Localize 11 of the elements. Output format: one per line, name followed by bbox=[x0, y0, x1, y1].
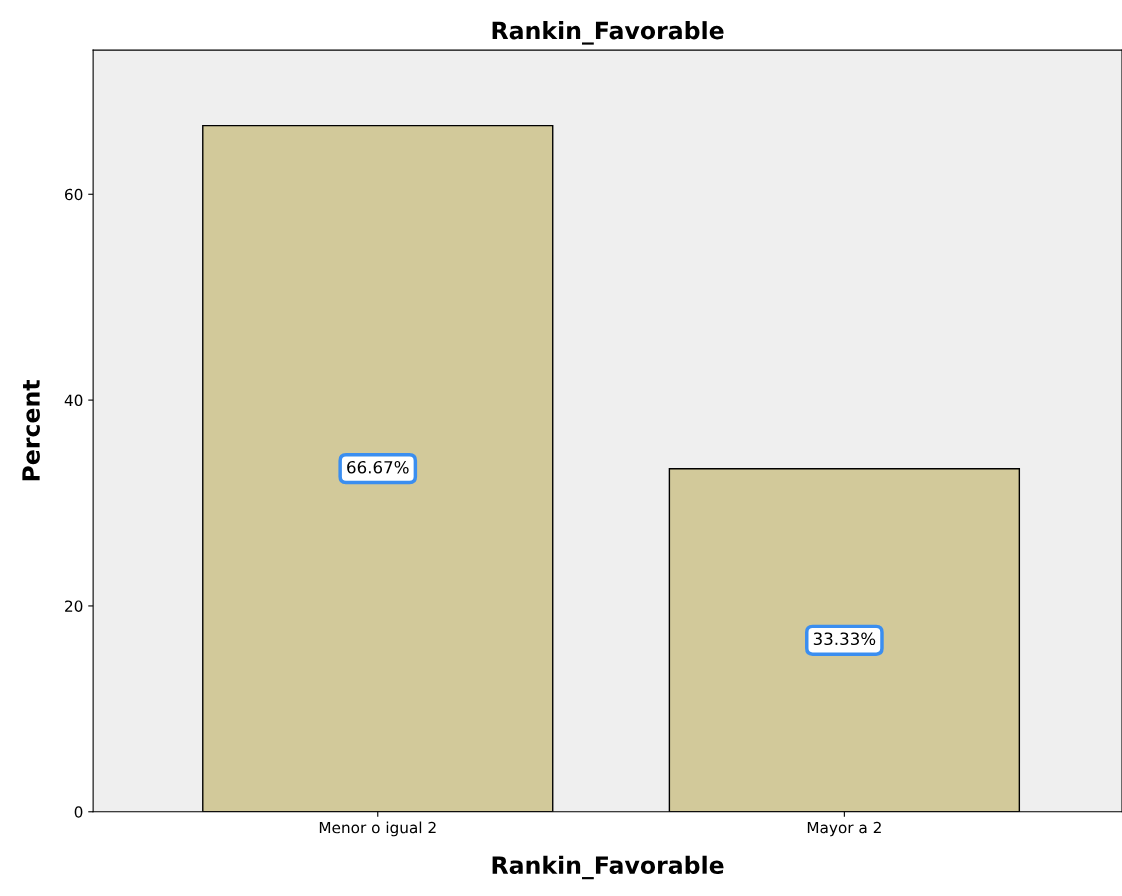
y-axis-title: Percent bbox=[22, 379, 40, 481]
y-tick-label: 0 bbox=[74, 806, 83, 818]
chart-title: Rankin_Favorable bbox=[492, 21, 724, 45]
data-label: 66.67% bbox=[347, 460, 409, 474]
y-tick-label: 20 bbox=[65, 600, 83, 612]
y-tick-label: 60 bbox=[65, 188, 83, 201]
data-label: 33.33% bbox=[813, 632, 876, 646]
y-tick-label: 40 bbox=[64, 394, 83, 407]
x-axis-title: Rankin_Favorable bbox=[492, 855, 724, 880]
x-tick-label: Mayor a 2 bbox=[807, 821, 881, 837]
x-tick-label: Menor o igual 2 bbox=[319, 821, 436, 837]
